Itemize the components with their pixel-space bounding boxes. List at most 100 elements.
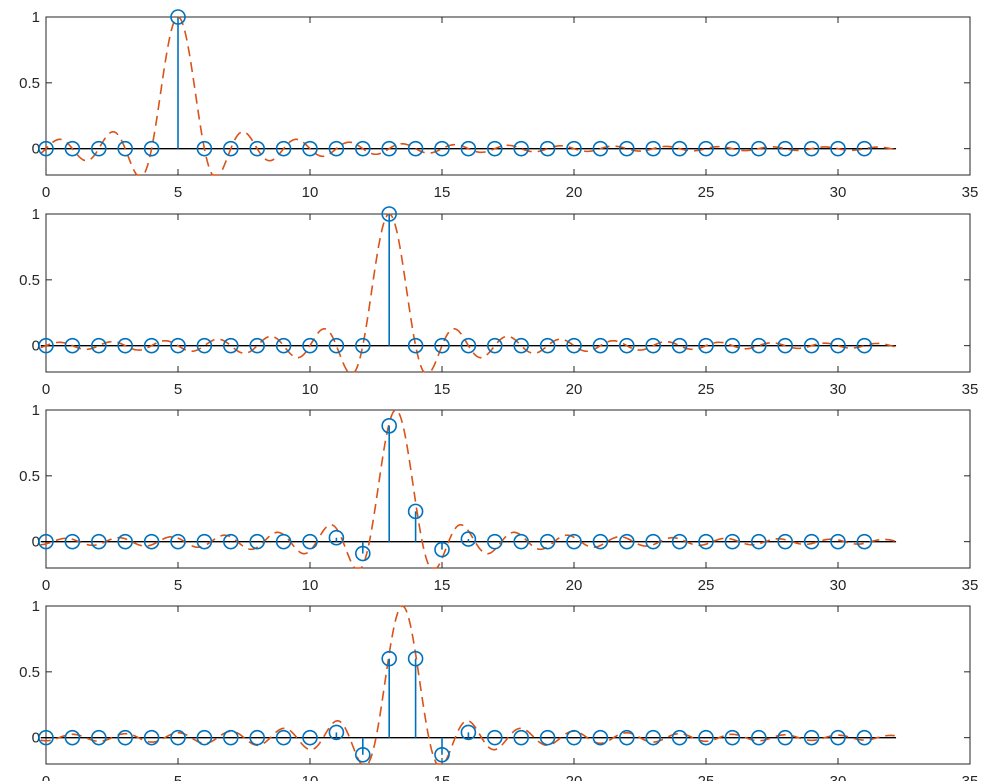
- stem-marker: [724, 729, 741, 746]
- stem-marker: [698, 729, 714, 746]
- stem-marker: [486, 729, 503, 746]
- stem-marker: [354, 545, 371, 562]
- stem-marker: [830, 140, 846, 157]
- axes-box: [45, 16, 971, 176]
- stem-marker: [196, 729, 213, 746]
- x-tick-label: 0: [42, 184, 50, 201]
- stem-marker: [328, 337, 345, 354]
- stem-marker: [196, 533, 213, 550]
- stem-marker: [143, 140, 160, 157]
- stem-marker: [170, 729, 186, 746]
- stem-marker: [856, 337, 873, 354]
- stem-marker: [407, 140, 424, 157]
- stem-marker: [698, 337, 714, 354]
- x-tick-label: 0: [42, 773, 50, 781]
- stem-marker: [750, 140, 767, 157]
- stem-marker: [143, 533, 160, 550]
- stem-marker: [618, 729, 635, 746]
- stem-marker: [513, 533, 530, 550]
- x-tick-label: 5: [174, 577, 182, 594]
- stem-marker: [777, 140, 794, 157]
- stem-marker: [777, 729, 794, 746]
- stem-marker: [856, 140, 873, 157]
- stem-marker: [91, 337, 107, 354]
- x-tick-label: 10: [302, 773, 319, 781]
- interpolated-curve: [40, 605, 895, 765]
- stem-marker: [223, 140, 239, 157]
- stem-marker: [566, 337, 582, 354]
- x-tick-label: 20: [566, 773, 583, 781]
- stem-marker: [592, 729, 609, 746]
- stem-marker: [328, 140, 345, 157]
- x-tick-label: 25: [698, 577, 715, 594]
- stem-marker: [434, 746, 450, 763]
- stem-marker: [302, 533, 318, 550]
- stem-marker: [592, 337, 609, 354]
- stem-marker: [592, 533, 609, 550]
- x-tick-label: 0: [42, 381, 50, 398]
- stem-marker: [566, 729, 582, 746]
- y-tick-label: 0.5: [19, 664, 40, 681]
- stem-marker: [856, 729, 873, 746]
- stem-marker: [223, 533, 239, 550]
- stem-marker: [566, 140, 582, 157]
- stem-marker: [302, 337, 318, 354]
- stem-marker: [856, 533, 873, 550]
- stem-marker: [328, 724, 345, 741]
- y-tick-label: 0: [32, 141, 40, 158]
- stem-marker: [486, 337, 503, 354]
- stem-marker: [117, 140, 133, 157]
- axes-box: [45, 409, 971, 569]
- stem-marker: [91, 140, 107, 157]
- stem-marker: [803, 337, 820, 354]
- stem-marker: [645, 533, 662, 550]
- stem-marker: [249, 140, 266, 157]
- y-tick-label: 0: [32, 730, 40, 747]
- y-tick-label: 0: [32, 338, 40, 355]
- stem-marker: [750, 533, 767, 550]
- x-tick-label: 15: [434, 773, 451, 781]
- stem-marker: [407, 337, 424, 354]
- y-tick-label: 1: [32, 206, 40, 223]
- stem-marker: [698, 140, 714, 157]
- x-tick-label: 25: [698, 381, 715, 398]
- y-tick-label: 0.5: [19, 75, 40, 92]
- x-tick-label: 20: [566, 381, 583, 398]
- stem-marker: [354, 337, 371, 354]
- stem-marker: [645, 337, 662, 354]
- stem-marker: [91, 729, 107, 746]
- x-tick-label: 25: [698, 773, 715, 781]
- stem-marker: [803, 729, 820, 746]
- stem-marker: [64, 533, 81, 550]
- stem-marker: [170, 337, 186, 354]
- stem-marker: [671, 140, 688, 157]
- stem-marker: [724, 337, 741, 354]
- axes-box: [45, 213, 971, 373]
- stem-marker: [407, 503, 424, 520]
- stem-marker: [196, 337, 213, 354]
- stem-marker: [777, 533, 794, 550]
- stem-marker: [698, 533, 714, 550]
- stem-marker: [223, 729, 239, 746]
- stem-marker: [117, 337, 133, 354]
- stem-marker: [64, 337, 81, 354]
- stem-marker: [513, 337, 530, 354]
- stem-marker: [671, 729, 688, 746]
- stem-marker: [117, 729, 133, 746]
- x-tick-label: 15: [434, 184, 451, 201]
- x-tick-label: 35: [962, 577, 979, 594]
- stem-marker: [64, 140, 81, 157]
- stem-marker: [460, 337, 477, 354]
- stem-marker: [407, 650, 424, 667]
- stem-marker: [381, 206, 398, 222]
- x-tick-label: 30: [830, 381, 847, 398]
- stem-marker: [618, 533, 635, 550]
- stem-marker: [513, 729, 530, 746]
- interpolated-curve: [40, 213, 895, 373]
- stem-marker: [460, 140, 477, 157]
- stem-marker: [460, 531, 477, 547]
- stem-marker: [618, 140, 635, 157]
- stem-marker: [513, 140, 530, 157]
- x-tick-label: 25: [698, 184, 715, 201]
